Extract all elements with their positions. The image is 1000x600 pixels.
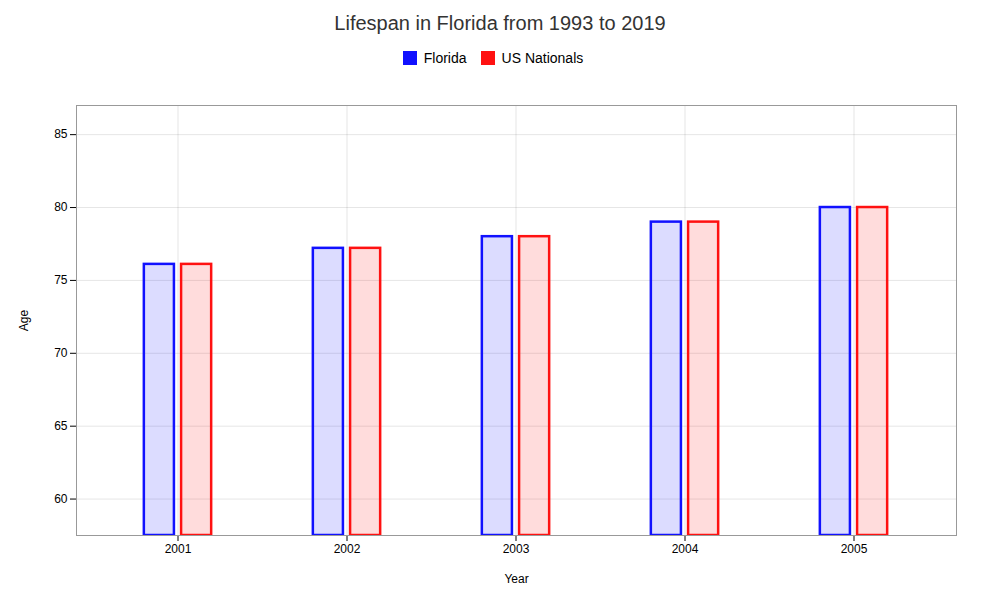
svg-text:2005: 2005 xyxy=(841,542,868,556)
svg-text:75: 75 xyxy=(54,273,68,287)
svg-text:80: 80 xyxy=(54,200,68,214)
svg-text:2001: 2001 xyxy=(165,542,192,556)
svg-text:70: 70 xyxy=(54,346,68,360)
svg-text:Age: Age xyxy=(17,310,31,332)
svg-text:2004: 2004 xyxy=(672,542,699,556)
svg-text:65: 65 xyxy=(54,419,68,433)
svg-text:2002: 2002 xyxy=(334,542,361,556)
svg-text:60: 60 xyxy=(54,492,68,506)
html-text:US Nationals: US Nationals xyxy=(501,49,584,66)
html-text:Lifespan in Florida from 1993: Lifespan in Florida from 1993 to 2019 xyxy=(334,12,666,34)
html-text:Florida: Florida xyxy=(423,49,467,66)
svg-text:2003: 2003 xyxy=(503,542,530,556)
svg-text:Year: Year xyxy=(504,572,528,586)
svg-text:85: 85 xyxy=(54,127,68,141)
